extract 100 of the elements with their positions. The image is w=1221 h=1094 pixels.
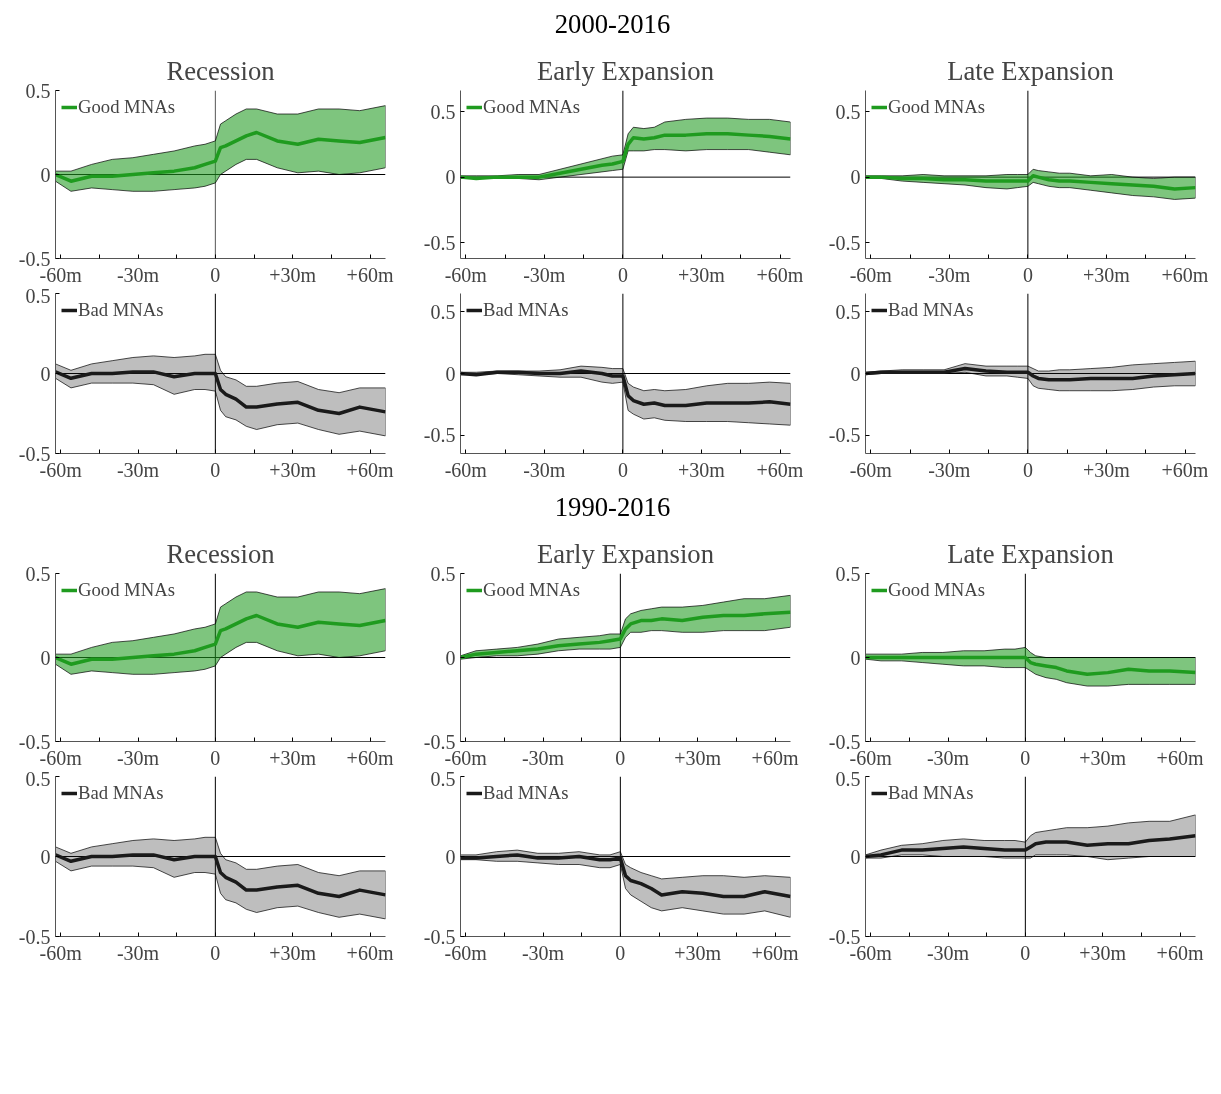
legend-label: Bad MNAs	[483, 782, 569, 804]
chart-title: Recession	[166, 538, 275, 569]
x-tick-label: +30m	[269, 263, 317, 286]
legend-label: Good MNAs	[888, 579, 985, 601]
x-tick-label: +60m	[346, 263, 394, 286]
y-tick-label: 0.5	[430, 100, 456, 123]
x-tick-label: +60m	[756, 458, 804, 481]
y-tick-label: 0	[40, 163, 51, 186]
y-tick-label: 0.5	[25, 767, 51, 790]
legend-label: Bad MNAs	[78, 299, 164, 321]
x-tick-label: -30m	[521, 746, 565, 769]
y-tick-label: 0	[40, 646, 51, 669]
y-tick-label: 0	[445, 362, 456, 385]
y-tick-label: 0.5	[835, 562, 861, 585]
x-tick-label: +60m	[346, 746, 394, 769]
x-tick-label: 0	[1022, 263, 1033, 286]
y-tick-label: 0	[445, 166, 456, 189]
y-tick-label: 0.5	[430, 300, 456, 323]
y-tick-label: 0	[850, 362, 861, 385]
y-tick-label: 0	[40, 845, 51, 868]
chart-title: Early Expansion	[537, 538, 714, 569]
x-tick-label: -60m	[849, 263, 893, 286]
x-tick-label: +30m	[269, 941, 317, 964]
x-tick-label: +60m	[751, 746, 799, 769]
x-tick-label: +30m	[1083, 263, 1131, 286]
x-tick-label: 0	[210, 941, 221, 964]
x-tick-label: -30m	[116, 458, 160, 481]
x-tick-label: -30m	[926, 941, 970, 964]
x-tick-label: 0	[1020, 941, 1031, 964]
x-tick-label: +30m	[1079, 746, 1127, 769]
legend-label: Good MNAs	[78, 579, 175, 601]
y-tick-label: 0	[40, 362, 51, 385]
x-tick-label: 0	[210, 458, 221, 481]
x-tick-label: -30m	[116, 941, 160, 964]
y-tick-label: 0.5	[835, 100, 861, 123]
y-tick-label: 0.5	[835, 300, 861, 323]
x-tick-label: +30m	[678, 263, 726, 286]
x-tick-label: 0	[210, 263, 221, 286]
x-tick-label: +60m	[1156, 941, 1204, 964]
legend-label: Bad MNAs	[888, 782, 974, 804]
y-tick-label: 0.5	[430, 562, 456, 585]
y-tick-label: 0	[850, 166, 861, 189]
chart-title: Late Expansion	[947, 538, 1114, 569]
chart-title: Recession	[166, 55, 275, 86]
x-tick-label: 0	[615, 941, 626, 964]
y-tick-label: 0.5	[430, 767, 456, 790]
y-tick-label: -0.5	[423, 424, 456, 447]
legend-label: Bad MNAs	[888, 299, 974, 321]
y-tick-label: 0	[445, 845, 456, 868]
x-tick-label: 0	[617, 458, 628, 481]
y-tick-label: -0.5	[423, 231, 456, 254]
x-tick-label: -30m	[926, 746, 970, 769]
x-tick-label: -60m	[444, 458, 488, 481]
x-tick-label: -30m	[523, 263, 566, 286]
x-tick-label: +60m	[751, 941, 799, 964]
x-tick-label: +60m	[346, 941, 394, 964]
x-tick-label: +60m	[756, 263, 804, 286]
text: 1990-2016	[554, 491, 671, 524]
x-tick-label: +30m	[674, 941, 722, 964]
x-tick-label: -30m	[116, 263, 160, 286]
x-tick-label: +60m	[346, 458, 394, 481]
x-tick-label: -30m	[928, 263, 971, 286]
x-tick-label: +60m	[1156, 746, 1204, 769]
y-tick-label: 0.5	[25, 79, 51, 102]
chart-title: Late Expansion	[947, 55, 1114, 86]
chart-title: Early Expansion	[537, 55, 714, 86]
x-tick-label: 0	[210, 746, 221, 769]
x-tick-label: -60m	[444, 263, 488, 286]
x-tick-label: +60m	[1161, 263, 1209, 286]
y-tick-label: -0.5	[828, 424, 861, 447]
x-tick-label: 0	[1022, 458, 1033, 481]
legend-label: Good MNAs	[888, 96, 985, 118]
x-tick-label: +30m	[269, 746, 317, 769]
text: 2000-2016	[554, 8, 671, 41]
x-tick-label: +30m	[1079, 941, 1127, 964]
legend-label: Good MNAs	[483, 96, 580, 118]
x-tick-label: +30m	[269, 458, 317, 481]
legend-label: Good MNAs	[483, 579, 580, 601]
x-tick-label: 0	[617, 263, 628, 286]
legend-label: Bad MNAs	[78, 782, 164, 804]
x-tick-label: -60m	[849, 458, 893, 481]
x-tick-label: -30m	[928, 458, 971, 481]
x-tick-label: +30m	[678, 458, 726, 481]
x-tick-label: -30m	[523, 458, 566, 481]
x-tick-label: -30m	[116, 746, 160, 769]
y-tick-label: -0.5	[828, 231, 861, 254]
x-tick-label: 0	[615, 746, 626, 769]
x-tick-label: -30m	[521, 941, 565, 964]
y-tick-label: 0	[850, 845, 861, 868]
x-tick-label: +30m	[674, 746, 722, 769]
x-tick-label: 0	[1020, 746, 1031, 769]
legend-label: Bad MNAs	[483, 299, 569, 321]
x-tick-label: +60m	[1161, 458, 1209, 481]
y-tick-label: 0	[445, 646, 456, 669]
legend-label: Good MNAs	[78, 96, 175, 118]
x-tick-label: +30m	[1083, 458, 1131, 481]
y-tick-label: 0.5	[835, 767, 861, 790]
y-tick-label: 0.5	[25, 562, 51, 585]
y-tick-label: 0	[850, 646, 861, 669]
y-tick-label: 0.5	[25, 284, 51, 307]
